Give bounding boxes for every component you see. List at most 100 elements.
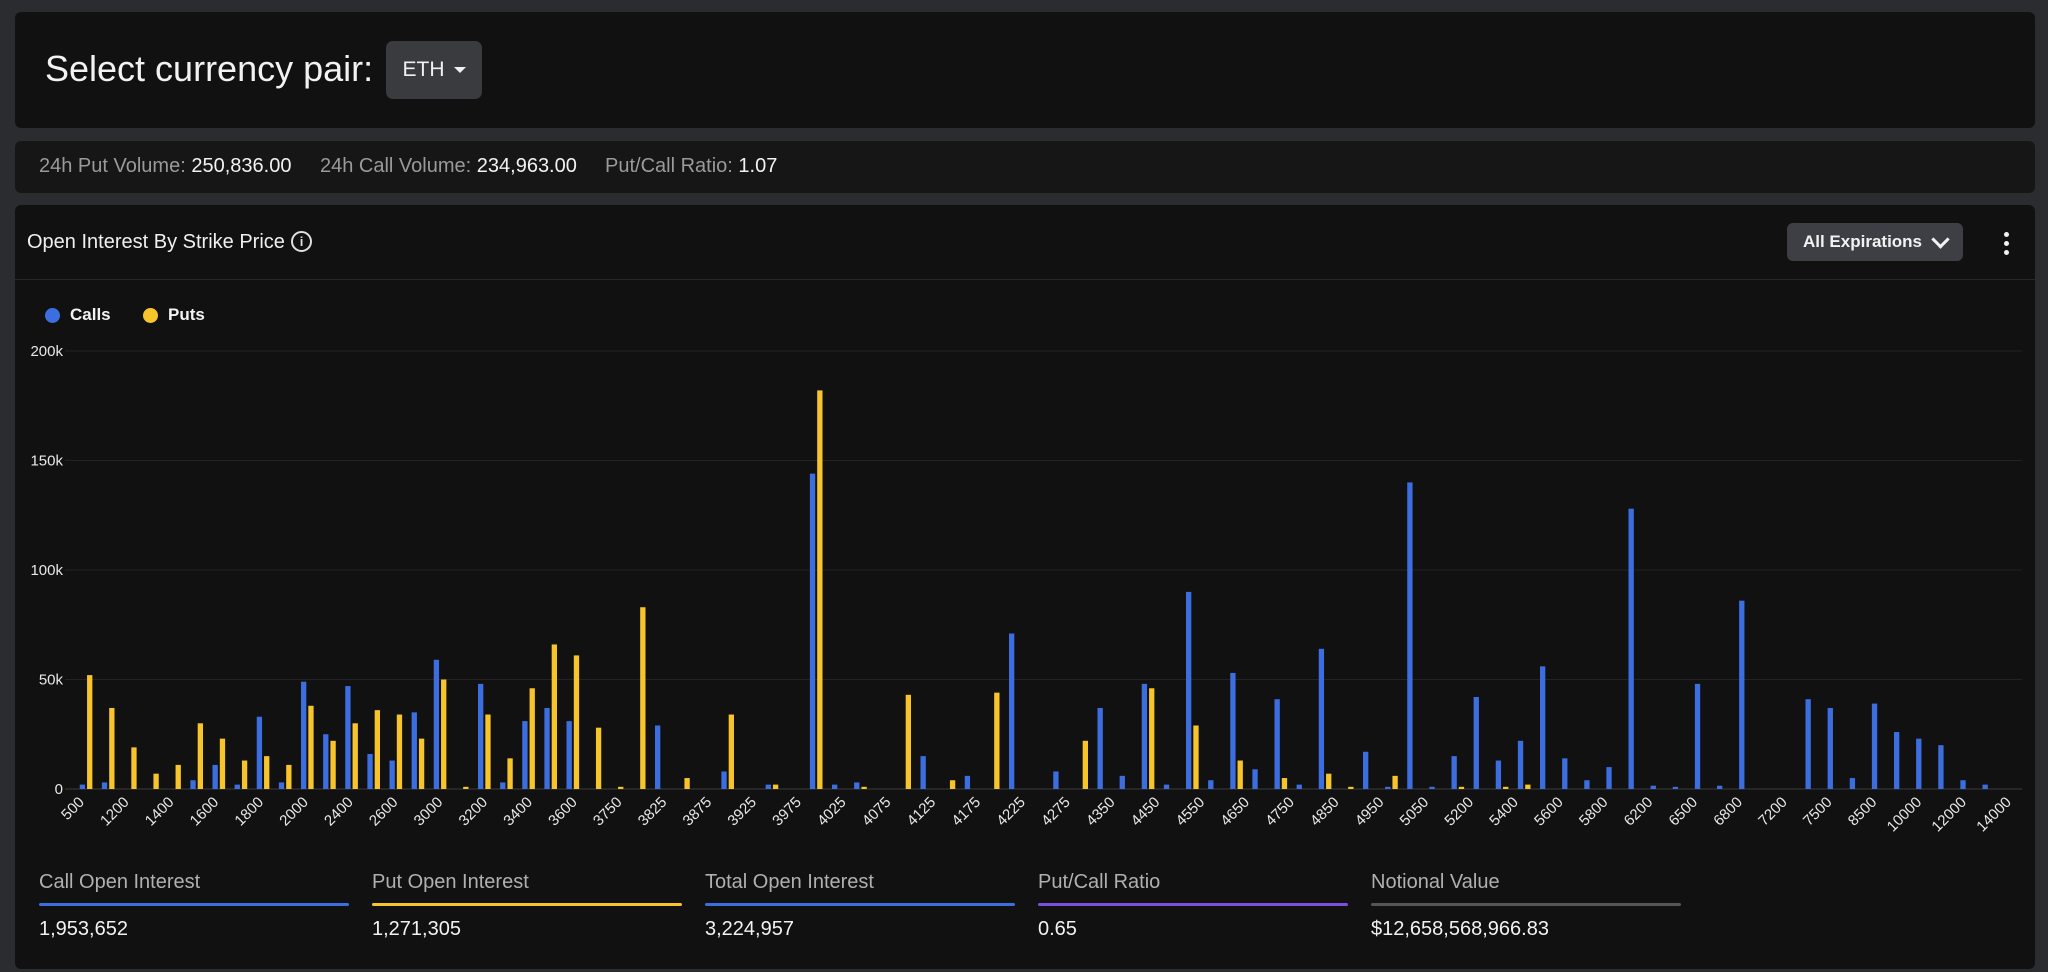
bar-puts[interactable] bbox=[1348, 786, 1354, 789]
bar-calls[interactable] bbox=[920, 756, 926, 789]
legend-puts[interactable]: Puts bbox=[143, 305, 205, 325]
bar-puts[interactable] bbox=[529, 688, 535, 789]
bar-calls[interactable] bbox=[1938, 745, 1944, 789]
bar-puts[interactable] bbox=[1326, 773, 1332, 789]
bar-puts[interactable] bbox=[949, 780, 956, 789]
bar-puts[interactable] bbox=[994, 692, 1000, 789]
bar-calls[interactable] bbox=[1805, 699, 1811, 789]
bar-puts[interactable] bbox=[573, 655, 580, 789]
bar-calls[interactable] bbox=[79, 784, 86, 789]
bar-calls[interactable] bbox=[1606, 767, 1612, 789]
bar-calls[interactable] bbox=[1274, 699, 1280, 789]
bar-calls[interactable] bbox=[1097, 707, 1103, 789]
bar-calls[interactable] bbox=[1119, 775, 1125, 789]
bar-calls[interactable] bbox=[1252, 769, 1258, 789]
bar-puts[interactable] bbox=[418, 738, 425, 789]
bar-calls[interactable] bbox=[278, 782, 285, 789]
bar-puts[interactable] bbox=[1458, 786, 1465, 789]
bar-puts[interactable] bbox=[1503, 786, 1509, 789]
bar-calls[interactable] bbox=[1208, 780, 1214, 789]
bar-calls[interactable] bbox=[1672, 786, 1679, 789]
bar-calls[interactable] bbox=[1407, 482, 1413, 789]
bar-calls[interactable] bbox=[522, 721, 528, 789]
kebab-menu-icon[interactable] bbox=[1998, 229, 2014, 257]
bar-calls[interactable] bbox=[1871, 703, 1878, 789]
bar-puts[interactable] bbox=[772, 784, 779, 789]
bar-puts[interactable] bbox=[640, 607, 646, 789]
bar-calls[interactable] bbox=[1960, 780, 1966, 789]
bar-puts[interactable] bbox=[197, 723, 203, 789]
bar-calls[interactable] bbox=[809, 473, 816, 789]
bar-calls[interactable] bbox=[566, 721, 572, 789]
bar-puts[interactable] bbox=[286, 764, 292, 789]
bar-puts[interactable] bbox=[684, 778, 690, 789]
bar-calls[interactable] bbox=[1916, 738, 1922, 789]
bar-calls[interactable] bbox=[389, 760, 395, 789]
bar-puts[interactable] bbox=[1237, 760, 1243, 789]
bar-calls[interactable] bbox=[1650, 785, 1656, 789]
bar-puts[interactable] bbox=[1525, 784, 1531, 789]
bar-puts[interactable] bbox=[396, 714, 403, 789]
bar-calls[interactable] bbox=[1894, 732, 1900, 789]
bar-calls[interactable] bbox=[1230, 672, 1236, 789]
bar-calls[interactable] bbox=[1385, 786, 1391, 789]
bar-calls[interactable] bbox=[500, 782, 506, 789]
bar-calls[interactable] bbox=[367, 753, 373, 789]
bar-puts[interactable] bbox=[109, 707, 115, 789]
bar-calls[interactable] bbox=[1363, 751, 1369, 789]
bar-calls[interactable] bbox=[1540, 666, 1546, 789]
bar-calls[interactable] bbox=[1628, 508, 1634, 789]
bar-calls[interactable] bbox=[832, 784, 838, 789]
bar-calls[interactable] bbox=[544, 707, 550, 789]
currency-select[interactable]: ETH bbox=[386, 41, 482, 99]
bar-calls[interactable] bbox=[256, 716, 263, 789]
bar-calls[interactable] bbox=[190, 780, 196, 789]
bar-calls[interactable] bbox=[1982, 784, 1988, 789]
bar-puts[interactable] bbox=[595, 727, 602, 789]
bar-calls[interactable] bbox=[1562, 758, 1568, 789]
bar-calls[interactable] bbox=[1495, 760, 1502, 789]
bar-calls[interactable] bbox=[765, 784, 771, 789]
legend-calls[interactable]: Calls bbox=[45, 305, 111, 325]
bar-puts[interactable] bbox=[1193, 725, 1199, 789]
bar-puts[interactable] bbox=[551, 644, 557, 789]
bar-calls[interactable] bbox=[411, 712, 417, 789]
bar-calls[interactable] bbox=[1163, 784, 1170, 789]
bar-puts[interactable] bbox=[131, 747, 137, 789]
bar-calls[interactable] bbox=[1694, 683, 1701, 789]
bar-calls[interactable] bbox=[1186, 591, 1192, 789]
bar-calls[interactable] bbox=[1473, 697, 1479, 789]
bar-puts[interactable] bbox=[463, 786, 469, 789]
bar-puts[interactable] bbox=[507, 758, 513, 789]
bar-calls[interactable] bbox=[234, 784, 240, 789]
bar-calls[interactable] bbox=[721, 771, 727, 789]
bar-puts[interactable] bbox=[817, 390, 823, 789]
bar-calls[interactable] bbox=[212, 764, 218, 789]
bar-calls[interactable] bbox=[655, 725, 661, 789]
bar-calls[interactable] bbox=[301, 681, 307, 789]
info-icon[interactable]: i bbox=[291, 231, 312, 252]
bar-calls[interactable] bbox=[1739, 600, 1745, 789]
bar-calls[interactable] bbox=[433, 659, 440, 789]
bar-puts[interactable] bbox=[153, 773, 159, 789]
bar-puts[interactable] bbox=[618, 786, 624, 789]
bar-puts[interactable] bbox=[87, 675, 93, 789]
bar-calls[interactable] bbox=[1009, 633, 1015, 789]
bar-puts[interactable] bbox=[352, 723, 358, 789]
bar-puts[interactable] bbox=[330, 740, 336, 789]
bar-puts[interactable] bbox=[241, 760, 248, 789]
bar-puts[interactable] bbox=[905, 694, 911, 789]
bar-calls[interactable] bbox=[1849, 778, 1856, 789]
bar-puts[interactable] bbox=[1149, 688, 1155, 789]
bar-calls[interactable] bbox=[1318, 648, 1325, 789]
bar-puts[interactable] bbox=[308, 705, 314, 789]
bar-calls[interactable] bbox=[1827, 707, 1833, 789]
bar-calls[interactable] bbox=[101, 782, 108, 789]
bar-calls[interactable] bbox=[854, 782, 860, 789]
bar-puts[interactable] bbox=[485, 714, 491, 789]
bar-puts[interactable] bbox=[219, 738, 226, 789]
bar-calls[interactable] bbox=[478, 683, 484, 789]
bar-puts[interactable] bbox=[374, 710, 380, 789]
bar-calls[interactable] bbox=[1141, 683, 1148, 789]
bar-puts[interactable] bbox=[728, 714, 734, 789]
